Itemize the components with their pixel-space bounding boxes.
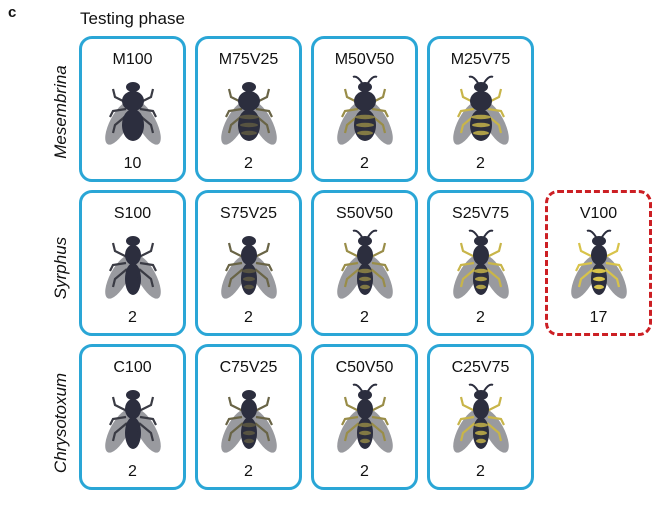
stimulus-label: S25V75 — [452, 205, 509, 222]
stimulus-count: 2 — [476, 463, 485, 480]
stimulus-count: 10 — [123, 155, 142, 172]
stimulus-label: S75V25 — [220, 205, 277, 222]
fly-icon — [337, 75, 393, 145]
stimulus-card-s100: S100 2 — [79, 190, 186, 336]
hoverfly-icon — [337, 229, 393, 299]
stimulus-label: M50V50 — [334, 51, 395, 68]
row-label-mesembrina: Mesembrina — [51, 65, 70, 159]
stimulus-label: M75V25 — [218, 51, 279, 68]
stimulus-label: C75V25 — [219, 359, 278, 376]
stimulus-count: 2 — [244, 309, 253, 326]
stimulus-card-m100: M100 10 — [79, 36, 186, 182]
stimulus-card-m25v75: M25V75 2 — [427, 36, 534, 182]
phase-title: Testing phase — [80, 9, 185, 28]
stimulus-label: M100 — [112, 51, 153, 68]
stimulus-count: 2 — [476, 155, 485, 172]
stimulus-count: 2 — [360, 309, 369, 326]
model-card-v100: V100 17 — [545, 190, 652, 336]
fly-icon — [453, 75, 509, 145]
stimulus-label: C100 — [113, 359, 152, 376]
model-count: 17 — [589, 309, 608, 326]
stimulus-card-c50v50: C50V50 2 — [311, 344, 418, 490]
row-label-syrphus: Syrphus — [51, 236, 70, 300]
stimulus-count: 2 — [128, 463, 137, 480]
stimulus-card-s50v50: S50V50 2 — [311, 190, 418, 336]
hoverfly-icon — [453, 383, 509, 453]
hoverfly-icon — [105, 236, 161, 299]
stimulus-label: S50V50 — [336, 205, 393, 222]
stimulus-label: M25V75 — [450, 51, 511, 68]
wasp-icon — [571, 229, 627, 299]
stimulus-count: 2 — [244, 463, 253, 480]
fly-icon — [221, 82, 277, 145]
stimulus-card-m75v25: M75V25 2 — [195, 36, 302, 182]
stimulus-card-s25v75: S25V75 2 — [427, 190, 534, 336]
stimulus-label: S100 — [113, 205, 152, 222]
stimulus-label: C25V75 — [451, 359, 510, 376]
stimulus-card-c100: C100 2 — [79, 344, 186, 490]
hoverfly-icon — [105, 390, 161, 453]
hoverfly-icon — [453, 229, 509, 299]
stimulus-count: 2 — [360, 463, 369, 480]
stimulus-count: 2 — [128, 309, 137, 326]
panel-letter: c — [8, 4, 17, 21]
stimulus-card-m50v50: M50V50 2 — [311, 36, 418, 182]
stimulus-count: 2 — [360, 155, 369, 172]
hoverfly-icon — [221, 390, 277, 453]
hoverfly-icon — [337, 383, 393, 453]
model-label: V100 — [579, 205, 618, 222]
stimulus-count: 2 — [244, 155, 253, 172]
stimulus-card-s75v25: S75V25 2 — [195, 190, 302, 336]
stimulus-card-c25v75: C25V75 2 — [427, 344, 534, 490]
hoverfly-icon — [221, 236, 277, 299]
stimulus-card-c75v25: C75V25 2 — [195, 344, 302, 490]
fly-icon — [105, 82, 161, 145]
stimulus-label: C50V50 — [335, 359, 394, 376]
stimulus-count: 2 — [476, 309, 485, 326]
row-label-chrysotoxum: Chrysotoxum — [51, 372, 70, 474]
